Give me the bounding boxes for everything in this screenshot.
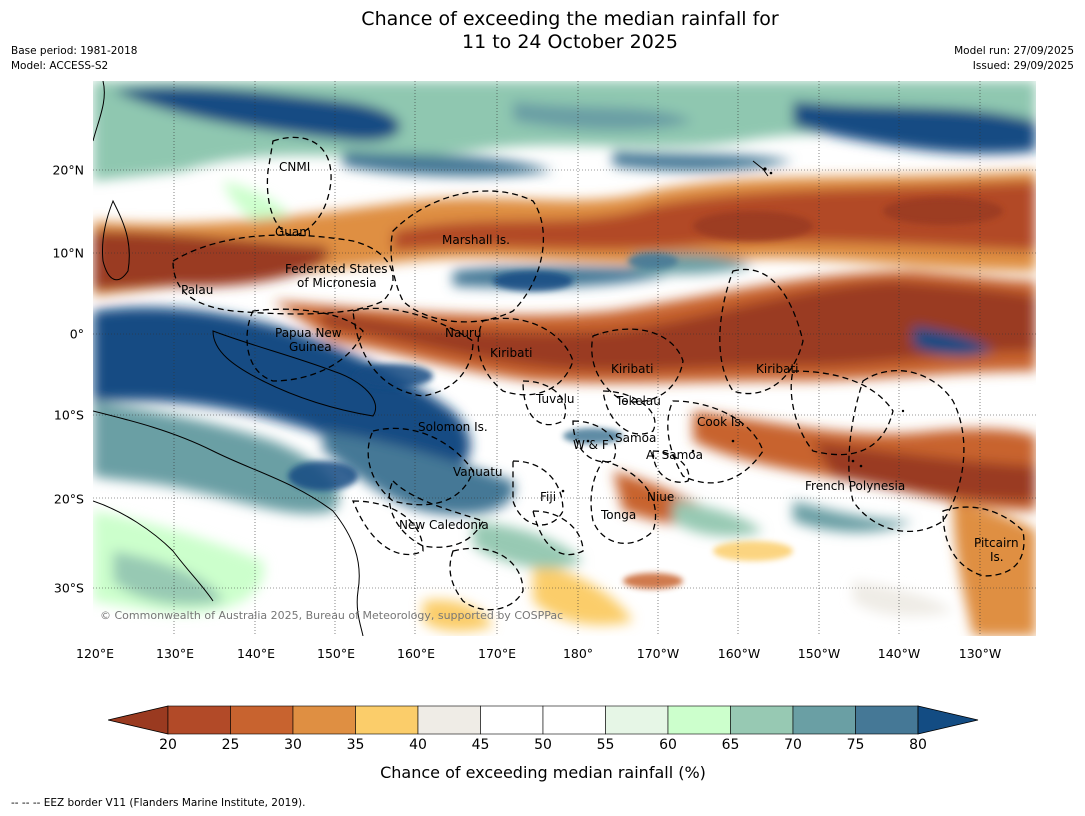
lon-label: 140°W <box>877 646 921 661</box>
label-fsm-2: of Micronesia <box>297 276 377 290</box>
colorbar-segment <box>605 705 669 735</box>
colorbar-segment <box>542 705 606 735</box>
lon-label: 140°E <box>236 646 276 661</box>
label-pitcairn-2: Is. <box>990 550 1004 564</box>
label-french-polynesia: French Polynesia <box>805 479 905 493</box>
label-solomon: Solomon Is. <box>418 420 488 434</box>
label-tokelau: Tokelau <box>615 394 661 408</box>
colorbar-tick-label: 25 <box>221 737 240 753</box>
colorbar-segment <box>355 705 419 735</box>
colorbar-tick-label: 45 <box>471 737 490 753</box>
label-kiribati-c: Kiribati <box>611 362 653 376</box>
lon-label: 150°E <box>316 646 356 661</box>
lat-label: 10°N <box>52 245 84 261</box>
colorbar <box>108 705 979 735</box>
colorbar-segment <box>730 705 794 735</box>
colorbar-tick-label: 50 <box>534 737 552 753</box>
eez-footnote: -- -- -- EEZ border V11 (Flanders Marine… <box>11 797 306 809</box>
lon-label: 120°E <box>75 646 115 661</box>
label-kiribati-w: Kiribati <box>490 346 532 360</box>
colorbar-extend-low <box>108 705 169 735</box>
label-samoa: Samoa <box>615 431 656 445</box>
colorbar-segment <box>792 705 856 735</box>
label-cnmi: CNMI <box>279 160 310 174</box>
colorbar-tick-label: 55 <box>596 737 615 753</box>
label-cook: Cook Is. <box>697 415 744 429</box>
colorbar-extend-high <box>917 705 979 735</box>
lon-label: 130°W <box>958 646 1002 661</box>
lon-label: 150°W <box>797 646 841 661</box>
label-palau: Palau <box>181 283 213 297</box>
colorbar-tick-label: 80 <box>909 737 927 753</box>
label-kiribati-e: Kiribati <box>756 362 798 376</box>
meta-right: Model run: 27/09/2025 Issued: 29/09/2025 <box>954 44 1074 74</box>
meta-left: Base period: 1981-2018 Model: ACCESS-S2 <box>11 44 137 74</box>
lon-label: 170°E <box>477 646 517 661</box>
base-period: Base period: 1981-2018 <box>11 45 138 57</box>
copyright-notice: © Commonwealth of Australia 2025, Bureau… <box>100 609 564 622</box>
colorbar-segment <box>230 705 294 735</box>
model-name: Model: ACCESS-S2 <box>11 60 109 72</box>
issued-date: Issued: 29/09/2025 <box>972 60 1074 72</box>
lon-label: 180° <box>562 646 594 661</box>
colorbar-tick-label: 20 <box>159 737 177 753</box>
lat-label: 10°S <box>53 407 84 423</box>
label-wf: W & F <box>573 438 609 452</box>
lat-label: 30°S <box>53 580 84 596</box>
label-niue: Niue <box>647 490 674 504</box>
lat-label: 20°S <box>53 491 84 507</box>
colorbar-segment <box>855 705 919 735</box>
colorbar-tick-label: 65 <box>721 737 740 753</box>
rainfall-detail <box>288 197 1003 589</box>
region-labels: CNMI Guam Marshall Is. Federated States … <box>181 160 1019 564</box>
map-canvas: CNMI Guam Marshall Is. Federated States … <box>93 81 1036 636</box>
label-fsm-1: Federated States <box>285 262 387 276</box>
lon-label: 160°E <box>396 646 436 661</box>
lon-label: 160°W <box>717 646 761 661</box>
label-guam: Guam <box>275 225 311 239</box>
colorbar-segments <box>108 705 979 735</box>
lon-label: 130°E <box>155 646 195 661</box>
coastlines <box>93 81 769 636</box>
label-nauru: Nauru <box>445 326 481 340</box>
label-asamoa: A. Samoa <box>646 448 703 462</box>
rainfall-map: CNMI Guam Marshall Is. Federated States … <box>93 81 1036 636</box>
label-new-caledonia: New Caledonia <box>399 518 489 532</box>
colorbar-tick-label: 75 <box>846 737 865 753</box>
lon-label: 170°W <box>636 646 680 661</box>
colorbar-segment <box>167 705 231 735</box>
label-vanuatu: Vanuatu <box>453 465 503 479</box>
colorbar-tick-label: 40 <box>409 737 427 753</box>
map-title: Chance of exceeding the median rainfall … <box>0 8 1085 54</box>
colorbar-segment <box>417 705 481 735</box>
colorbar-segment <box>292 705 356 735</box>
label-png-1: Papua New <box>275 326 342 340</box>
colorbar-segment <box>480 705 544 735</box>
colorbar-tick-label: 35 <box>346 737 365 753</box>
lat-label: 0° <box>69 326 84 342</box>
label-fiji: Fiji <box>540 490 556 504</box>
island-specks <box>561 167 905 493</box>
label-pitcairn-1: Pitcairn <box>974 536 1019 550</box>
colorbar-tick-label: 70 <box>784 737 802 753</box>
label-tonga: Tonga <box>600 508 636 522</box>
model-run: Model run: 27/09/2025 <box>954 45 1074 57</box>
colorbar-tick-label: 30 <box>284 737 302 753</box>
rainfall-field <box>93 81 1036 636</box>
eez-borders <box>172 136 1025 611</box>
colorbar-label: Chance of exceeding median rainfall (%) <box>380 763 706 782</box>
label-tuvalu: Tuvalu <box>535 392 575 406</box>
label-marshall: Marshall Is. <box>442 233 510 247</box>
colorbar-tick-label: 60 <box>659 737 677 753</box>
label-png-2: Guinea <box>289 340 332 354</box>
lat-label: 20°N <box>52 162 84 178</box>
colorbar-segment <box>667 705 731 735</box>
title-line-1: Chance of exceeding the median rainfall … <box>361 8 779 30</box>
title-line-2: 11 to 24 October 2025 <box>462 31 678 53</box>
